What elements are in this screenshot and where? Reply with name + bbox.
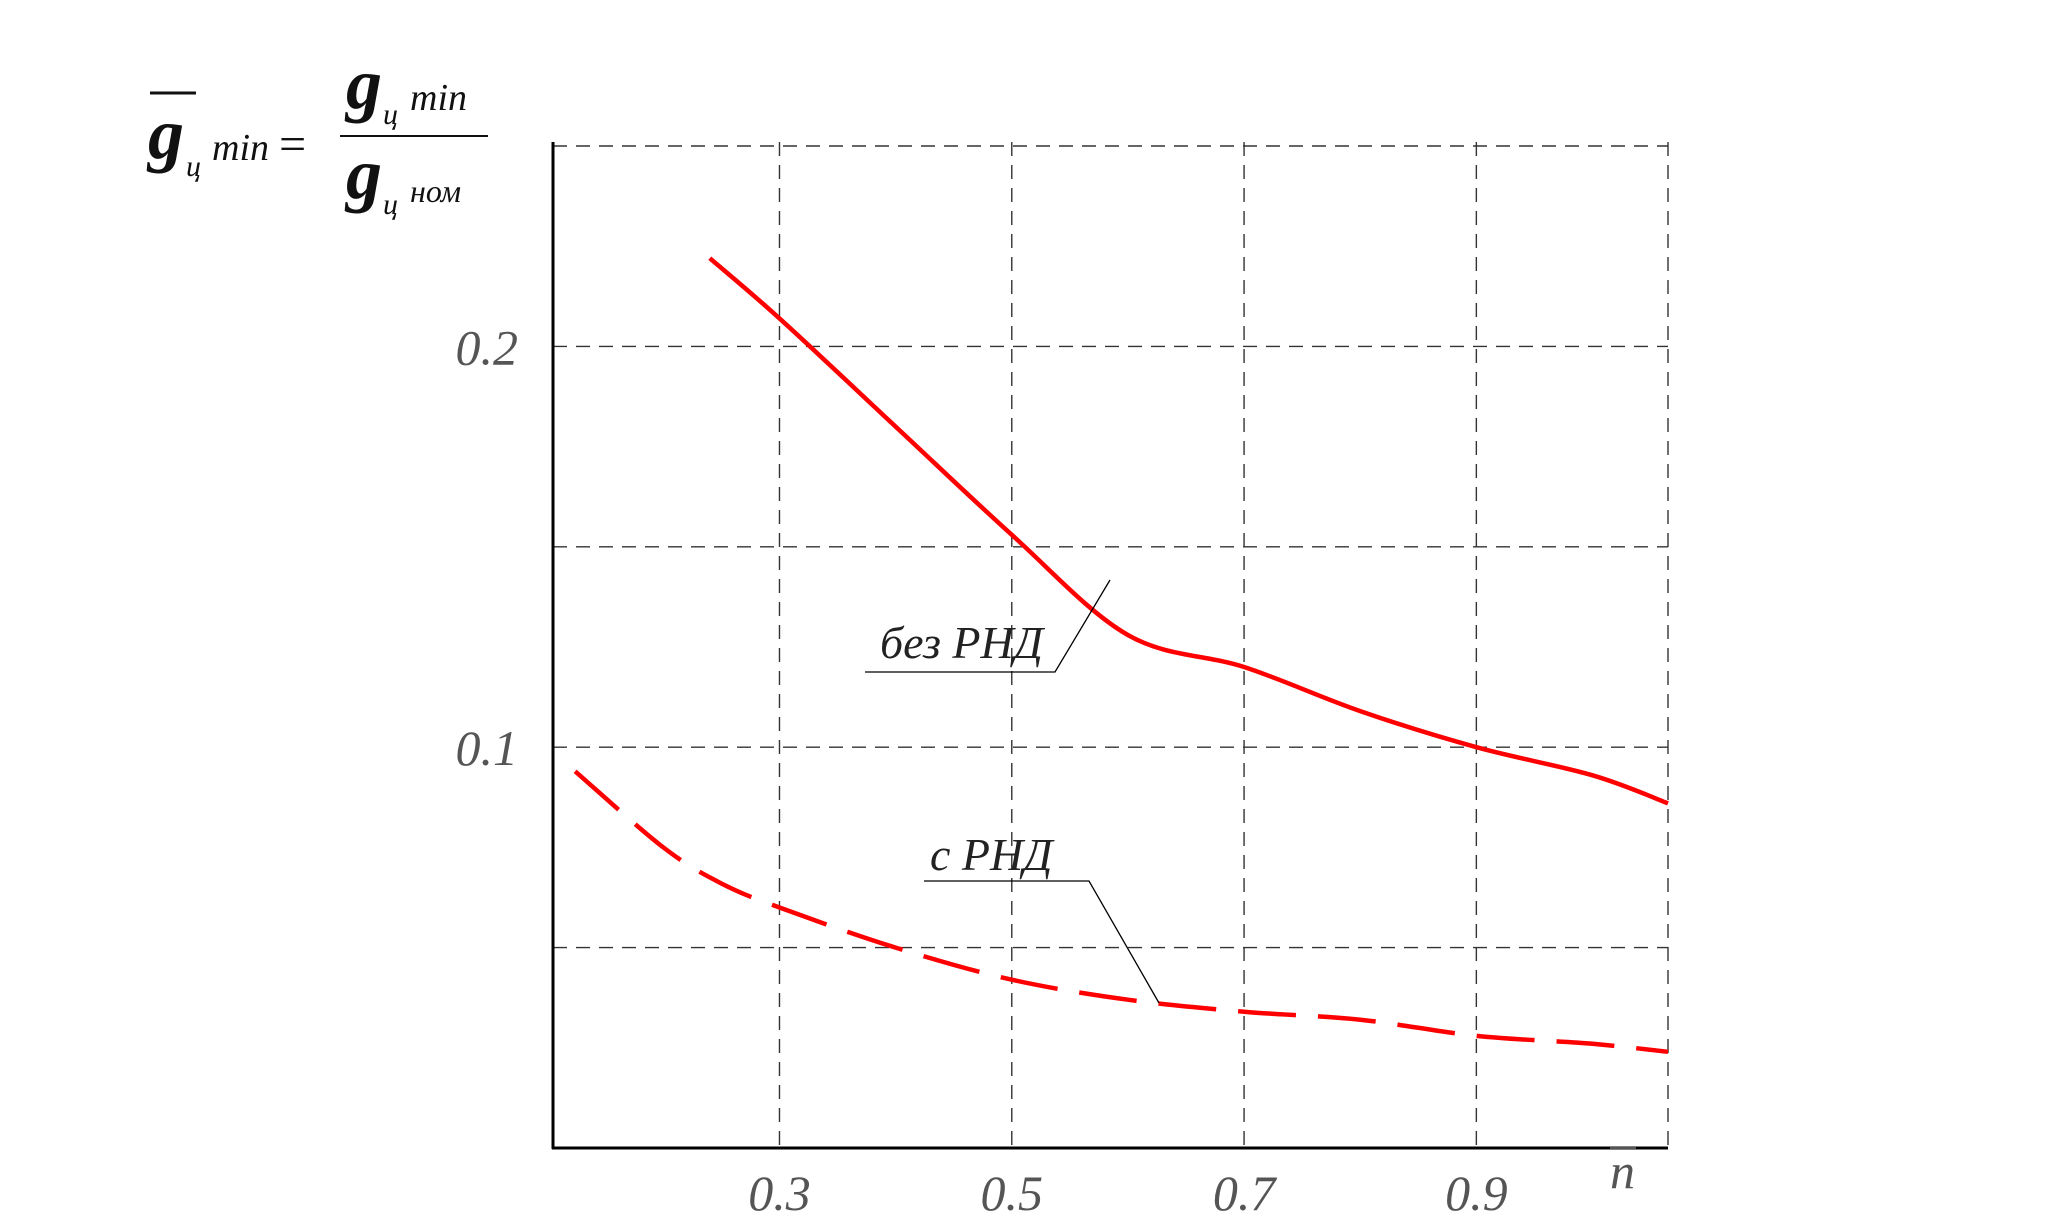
series (573, 256, 1669, 1055)
annotation-label-bez-rnd: без РНД (880, 617, 1046, 668)
y-axis-formula: g ц min = g ц min g ц ном (146, 44, 488, 221)
annotation-leader-bez-rnd (865, 579, 1111, 673)
y-tick-label: 0.2 (456, 319, 519, 375)
series-line-bez-rnd (708, 256, 1669, 806)
annotation-s-rnd: с РНД (924, 829, 1160, 1004)
x-axis-label-group: n (1610, 1143, 1636, 1199)
numerator-min: min (410, 77, 467, 119)
numerator-symbol: g (344, 44, 382, 124)
x-tick-label: 0.3 (748, 1165, 811, 1221)
equals-sign: = (276, 118, 308, 171)
x-axis-label: n (1610, 1143, 1635, 1199)
tick-labels: 0.3 0.5 0.7 0.9 0.1 0.2 (456, 319, 1508, 1221)
lhs-subscript: ц (186, 150, 201, 183)
numerator-subscript: ц (383, 98, 398, 131)
lhs-symbol: g (146, 94, 184, 174)
denominator-nom: ном (410, 173, 461, 209)
axes (551, 142, 1668, 1150)
annotation-bez-rnd: без РНД (865, 579, 1111, 673)
annotation-leader-s-rnd (924, 880, 1160, 1004)
x-tick-label: 0.7 (1213, 1165, 1278, 1221)
annotation-label-s-rnd: с РНД (930, 829, 1055, 880)
x-tick-label: 0.5 (981, 1165, 1044, 1221)
x-tick-label: 0.9 (1445, 1165, 1508, 1221)
lhs-min: min (212, 127, 269, 169)
series-line-s-rnd (573, 769, 1669, 1055)
denominator-subscript: ц (383, 188, 398, 221)
denominator-symbol: g (344, 134, 382, 214)
y-tick-label: 0.1 (456, 720, 519, 776)
